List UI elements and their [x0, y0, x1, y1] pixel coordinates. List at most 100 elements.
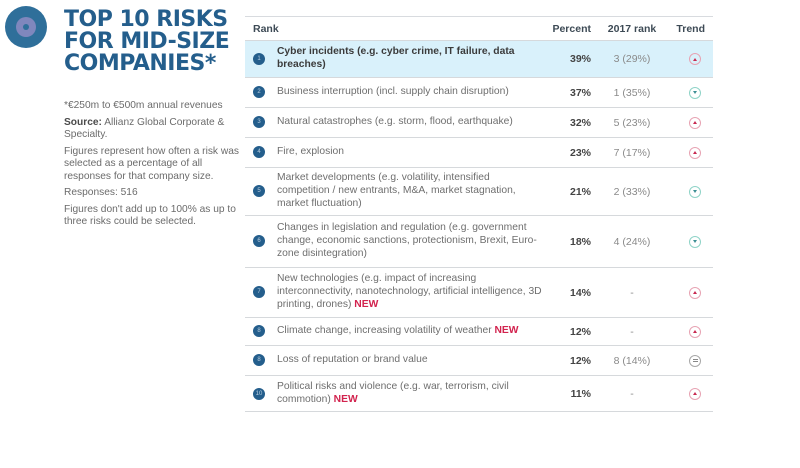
percent-cell: 32% — [569, 116, 591, 129]
rank-badge: 8 — [253, 325, 265, 338]
new-badge: NEW — [354, 298, 379, 310]
header-trend: Trend — [676, 22, 705, 35]
rank-cell: 8 Loss of reputation or brand value — [245, 354, 545, 367]
trend-unchanged-icon — [689, 354, 701, 367]
rank-cell: 4 Fire, explosion — [245, 146, 545, 159]
trend-cell — [665, 286, 713, 299]
table-row: 4 Fire, explosion 23% 7 (17%) — [245, 138, 713, 168]
risk-description: New technologies (e.g. impact of increas… — [277, 273, 545, 311]
rank-badge: 1 — [253, 53, 265, 65]
source-note: Source: Allianz Global Corporate & Speci… — [64, 117, 240, 142]
arrow-down-icon — [693, 91, 697, 94]
percent-cell: 11% — [570, 387, 591, 400]
rank-badge: 2 — [253, 86, 265, 99]
risk-text: Climate change, increasing volatility of… — [277, 325, 495, 337]
table-row: 7 New technologies (e.g. impact of incre… — [245, 268, 713, 318]
rank-cell: 5 Market developments (e.g. volatility, i… — [245, 172, 545, 210]
prev-rank-cell: 7 (17%) — [613, 146, 651, 159]
percent-cell: 23% — [569, 146, 591, 159]
prev-rank-cell: 4 (24%) — [613, 235, 651, 248]
trend-up-icon — [689, 146, 701, 159]
trend-cell — [665, 86, 713, 99]
prev-rank-cell: 3 (29%) — [613, 53, 651, 65]
risk-description: Market developments (e.g. volatility, in… — [277, 172, 545, 210]
table-row: 8 Loss of reputation or brand value 12% 8 (… — [245, 346, 713, 376]
prev-rank-cell: - — [630, 387, 634, 400]
prev-rank-cell: - — [630, 286, 634, 299]
percent-cell: 18% — [569, 235, 591, 248]
trend-down-icon — [689, 235, 701, 248]
trend-down-icon — [689, 185, 701, 198]
arrow-down-icon — [693, 190, 697, 193]
rank-badge: 8 — [253, 354, 265, 367]
trend-down-icon — [689, 86, 701, 99]
logo-ring — [16, 17, 36, 37]
rank-cell: 1 Cyber incidents (e.g. cyber crime, IT f… — [245, 46, 545, 72]
prev-rank-cell: 1 (35%) — [613, 86, 651, 99]
revenue-footnote: *€250m to €500m annual revenues — [64, 100, 223, 111]
logo-dot — [23, 24, 29, 30]
percent-cell: 12% — [569, 354, 591, 367]
risks-table: Rank Percent 2017 rank Trend 1 Cyber inci… — [245, 16, 713, 412]
rank-cell: 10 Political risks and violence (e.g. war… — [245, 381, 545, 407]
trend-up-icon — [689, 53, 701, 65]
trend-up-icon — [689, 387, 701, 400]
arrow-up-icon — [693, 291, 697, 294]
risk-text: Cyber incidents (e.g. cyber crime, IT fa… — [277, 46, 515, 70]
risk-text: Market developments (e.g. volatility, in… — [277, 172, 516, 209]
rank-cell: 2 Business interruption (incl. supply cha… — [245, 86, 545, 99]
arrow-up-icon — [693, 121, 697, 124]
table-row: 3 Natural catastrophes (e.g. storm, flood… — [245, 108, 713, 138]
table-row: 6 Changes in legislation and regulation (… — [245, 216, 713, 268]
prev-rank-cell: 8 (14%) — [613, 354, 651, 367]
trend-cell — [665, 325, 713, 338]
rank-badge: 5 — [253, 185, 265, 198]
trend-cell — [665, 235, 713, 248]
risk-description: Cyber incidents (e.g. cyber crime, IT fa… — [277, 46, 545, 72]
percent-cell: 21% — [569, 185, 591, 198]
trend-cell — [665, 387, 713, 400]
sidebar-notes: *€250m to €500m annual revenues Source: … — [64, 100, 240, 233]
rank-cell: 7 New technologies (e.g. impact of incre… — [245, 273, 545, 311]
new-badge: NEW — [494, 325, 519, 337]
figures-note: Figures represent how often a risk was s… — [64, 145, 239, 182]
percent-cell: 12% — [569, 325, 591, 338]
risk-description: Fire, explosion — [277, 146, 545, 159]
risk-description: Political risks and violence (e.g. war, … — [277, 381, 545, 407]
percent-cell: 37% — [569, 86, 591, 99]
table-body: 1 Cyber incidents (e.g. cyber crime, IT f… — [245, 41, 713, 412]
trend-cell — [665, 185, 713, 198]
arrow-up-icon — [693, 392, 697, 395]
table-row: 1 Cyber incidents (e.g. cyber crime, IT f… — [245, 41, 713, 78]
equal-icon — [692, 359, 698, 362]
percent-cell: 14% — [569, 286, 591, 299]
risk-text: Fire, explosion — [277, 146, 344, 158]
rank-badge: 4 — [253, 146, 265, 159]
risk-text: New technologies (e.g. impact of increas… — [277, 273, 542, 310]
risk-text: Natural catastrophes (e.g. storm, flood,… — [277, 116, 513, 128]
rank-cell: 6 Changes in legislation and regulation (… — [245, 222, 545, 260]
trend-cell — [665, 146, 713, 159]
risk-description: Climate change, increasing volatility of… — [277, 325, 545, 338]
risk-description: Loss of reputation or brand value — [277, 354, 545, 367]
table-row: 10 Political risks and violence (e.g. war… — [245, 376, 713, 412]
risk-text: Political risks and violence (e.g. war, … — [277, 380, 509, 405]
table-header: Rank Percent 2017 rank Trend — [245, 17, 713, 41]
rank-badge: 7 — [253, 286, 265, 299]
rank-badge: 10 — [253, 387, 265, 400]
arrow-up-icon — [693, 151, 697, 154]
header-rank: Rank — [253, 22, 279, 35]
table-row: 8 Climate change, increasing volatility o… — [245, 318, 713, 346]
risk-description: Business interruption (incl. supply chai… — [277, 86, 545, 99]
new-badge: NEW — [333, 393, 358, 405]
arrow-up-icon — [693, 330, 697, 333]
responses-count: Responses: 516 — [64, 187, 138, 198]
table-row: 5 Market developments (e.g. volatility, i… — [245, 168, 713, 216]
trend-up-icon — [689, 286, 701, 299]
risk-description: Changes in legislation and regulation (e… — [277, 222, 545, 260]
trend-cell — [665, 53, 713, 65]
percent-cell: 39% — [569, 53, 591, 65]
source-text: Allianz Global Corporate & Specialty. — [64, 116, 225, 141]
risk-text: Business interruption (incl. supply chai… — [277, 86, 509, 98]
trend-cell — [665, 116, 713, 129]
